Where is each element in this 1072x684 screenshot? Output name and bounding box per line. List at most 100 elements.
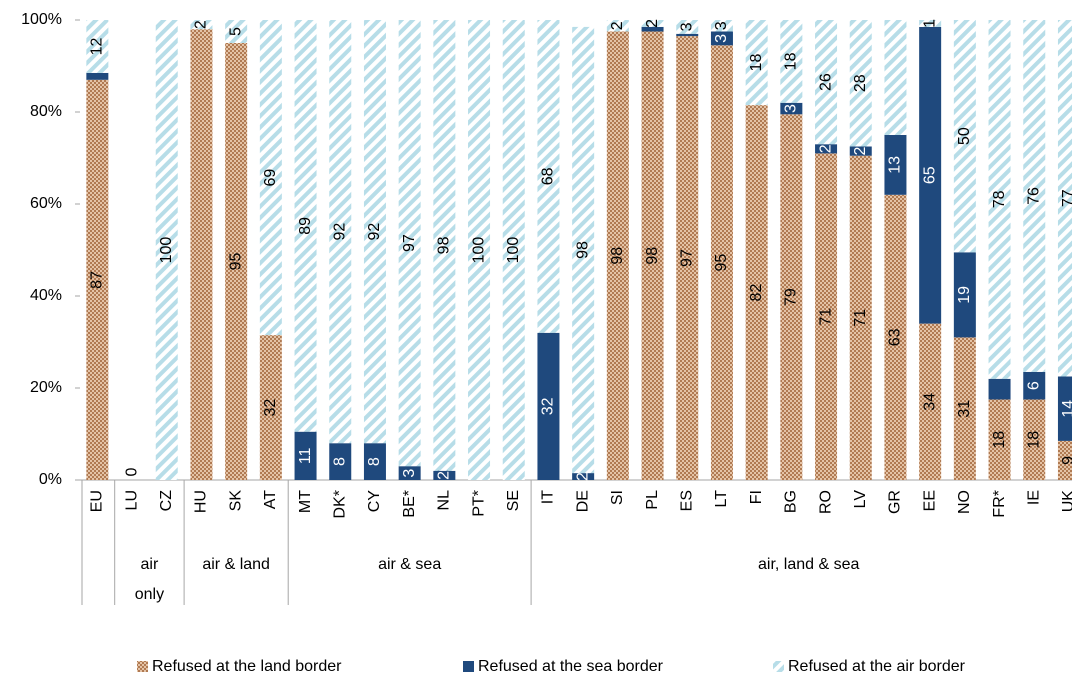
bar-segment [537,332,560,480]
data-label: 71 [817,308,834,326]
data-label: 2 [817,144,834,153]
data-label: 34 [921,393,938,411]
bar-segment [953,20,976,253]
bar-segment [884,194,907,481]
bar-segment [86,79,109,481]
data-label: 97 [678,249,695,267]
bar-segment [641,31,664,480]
bar-segment [190,20,213,30]
data-label: 2 [574,472,591,481]
data-label: 2 [609,21,626,30]
legend-swatch [137,661,148,672]
group-label: air [141,556,159,573]
x-tick-label: PT* [470,490,487,517]
data-label: 79 [783,288,800,306]
bar-segment [884,135,907,195]
bar-segment [953,252,976,338]
data-label: 89 [297,217,314,235]
bar-segment [745,20,768,106]
data-label: 68 [540,167,557,185]
bar-segment [1023,399,1046,480]
data-label: 11 [297,447,314,464]
data-label: 18 [748,54,765,72]
data-label: 3 [401,469,418,478]
x-tick-label: CY [366,490,383,513]
bar-segment [676,36,699,480]
data-label: 0 [123,467,140,476]
data-label: 18 [1025,431,1042,449]
bar-segment [502,20,525,480]
data-label: 69 [262,169,279,187]
data-label: 98 [644,247,661,265]
data-label: 6 [1025,381,1042,390]
x-tick-label: IE [1025,490,1042,505]
bar-segment [1023,20,1046,372]
group-label: air, land & sea [758,556,860,573]
x-tick-label: UK [1060,490,1072,513]
bar-segment [1023,371,1046,400]
x-tick-label: DE [574,490,591,512]
bar-segment [259,335,282,480]
data-label: 8 [366,457,383,466]
bar-segment [780,102,803,115]
bar-segment [988,399,1011,480]
y-tick-label: 80% [30,103,62,120]
bar-segment [259,20,282,336]
bar-segment [710,31,733,46]
data-label: 3 [783,104,800,113]
bar-segment [294,431,317,480]
bar-segment [676,33,699,37]
data-label: 97 [401,234,418,252]
bar-segment [919,20,942,27]
y-tick-label: 40% [30,287,62,304]
bar-segment [572,473,595,480]
data-label: 1 [921,19,938,28]
data-label: 98 [609,247,626,265]
x-tick-label: LT [713,490,730,508]
x-tick-label: CZ [158,490,175,512]
x-tick-label: DK* [331,490,348,518]
data-label: 92 [331,223,348,241]
bar-segment [919,323,942,480]
bar-segment [1057,20,1072,377]
legend-swatch [463,661,474,672]
data-label: 26 [817,73,834,91]
group-label: air & land [202,556,270,573]
bar-segment [1057,376,1072,441]
x-tick-label: IT [540,490,557,504]
y-tick-label: 100% [21,11,62,28]
bar-segment [86,20,109,73]
bar-segment [849,20,872,147]
data-label: 92 [366,223,383,241]
bar-segment [815,20,838,145]
x-tick-label: NL [436,490,453,511]
data-label: 87 [89,271,106,289]
data-label: 5 [227,27,244,36]
x-tick-label: GR [887,490,904,514]
data-label: 3 [678,22,695,31]
x-tick-label: BG [783,490,800,513]
data-label: 100 [505,237,522,264]
bar-segment [225,20,248,43]
bar-segment [537,20,560,333]
bar-segment [849,146,872,156]
data-label: 65 [921,166,938,184]
bar-segment [710,45,733,481]
bar-segment [86,72,109,80]
x-tick-label: SK [227,490,244,512]
bar-segment [676,20,699,34]
y-tick-label: 20% [30,379,62,396]
data-label: 100 [158,237,175,264]
data-label: 18 [783,52,800,70]
bar-segment [433,20,456,471]
legend-label: Refused at the sea border [478,658,664,675]
group-label: only [135,586,164,603]
bar-segment [190,29,213,480]
data-label: 2 [193,20,210,29]
bar-segment [745,105,768,480]
bar-segment [780,20,803,103]
legend-label: Refused at the air border [788,658,966,675]
data-label: 2 [644,19,661,28]
x-tick-label: LU [123,490,140,510]
